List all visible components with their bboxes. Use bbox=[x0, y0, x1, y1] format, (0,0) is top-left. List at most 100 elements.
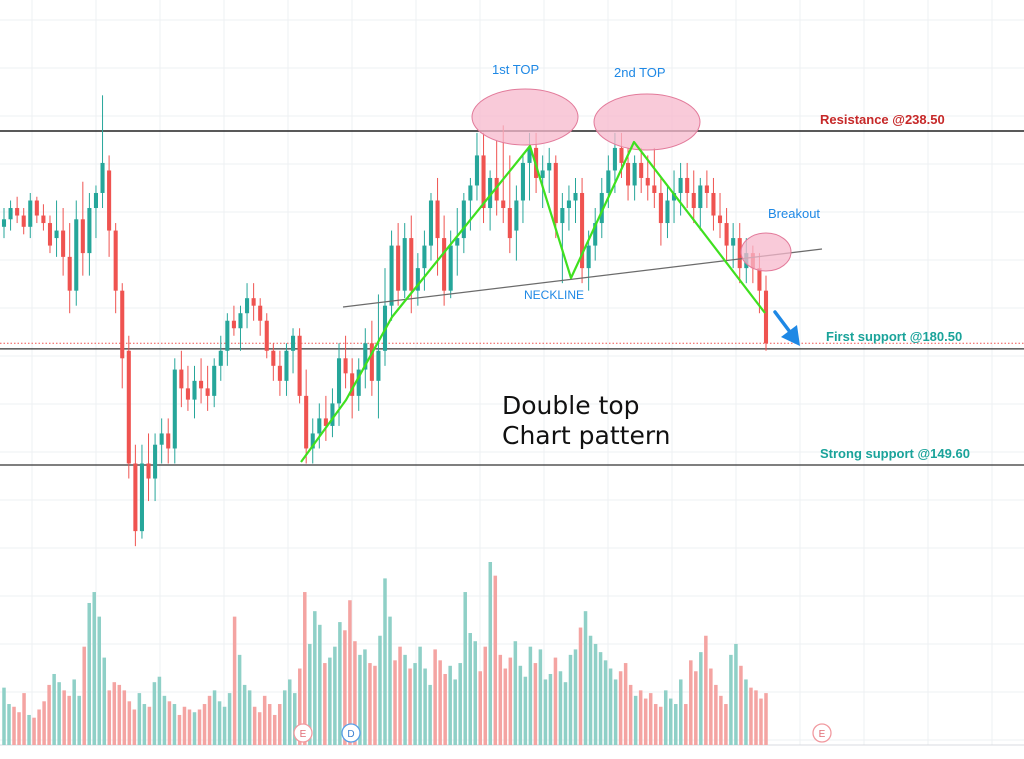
volume-bar bbox=[453, 679, 457, 745]
volume-bar bbox=[97, 616, 102, 745]
event-marker-text: E bbox=[819, 729, 826, 740]
candle bbox=[159, 418, 164, 464]
volume-bar bbox=[433, 649, 437, 745]
pattern-zigzag bbox=[300, 140, 766, 463]
candle bbox=[448, 230, 453, 299]
volume-bar bbox=[638, 690, 643, 745]
candle bbox=[494, 140, 499, 216]
candle bbox=[474, 132, 480, 201]
volume-bar bbox=[82, 646, 86, 745]
resistance-label: Resistance @238.50 bbox=[820, 112, 945, 127]
candle bbox=[422, 230, 427, 291]
volume-bar bbox=[142, 704, 147, 745]
volume-bar bbox=[553, 657, 558, 745]
volume-bar bbox=[749, 687, 753, 745]
candle bbox=[87, 192, 92, 276]
candle bbox=[21, 208, 26, 235]
volume-bar bbox=[523, 676, 528, 745]
volume-bar bbox=[689, 660, 693, 745]
volume-bar bbox=[67, 695, 71, 745]
candle bbox=[343, 335, 348, 389]
volume-bar bbox=[473, 641, 477, 745]
volume-bar bbox=[413, 663, 417, 745]
volume-bar bbox=[102, 657, 107, 745]
volume-bar bbox=[348, 600, 352, 745]
volume-bar bbox=[468, 633, 472, 745]
volume-bar bbox=[257, 712, 262, 745]
candle-body bbox=[763, 290, 769, 344]
candle bbox=[271, 343, 276, 381]
candle bbox=[146, 433, 151, 502]
volume-bar bbox=[633, 695, 638, 745]
volume-bar bbox=[388, 616, 392, 745]
volume-bar bbox=[518, 665, 523, 745]
candlesticks bbox=[1, 95, 769, 547]
event-marker-dividend[interactable]: D bbox=[341, 723, 361, 743]
candle bbox=[455, 208, 460, 276]
candle bbox=[632, 155, 637, 201]
candle bbox=[120, 283, 125, 389]
candle bbox=[284, 343, 289, 396]
candle bbox=[153, 433, 158, 502]
candle bbox=[520, 155, 525, 224]
volume-bar bbox=[699, 652, 703, 745]
candle bbox=[1, 208, 7, 239]
volume-bar bbox=[197, 709, 202, 745]
candle bbox=[409, 215, 414, 314]
candle-body bbox=[547, 162, 552, 171]
candle bbox=[717, 192, 723, 239]
volume-bar bbox=[12, 706, 16, 745]
candle bbox=[573, 177, 578, 224]
candle-body bbox=[47, 223, 53, 246]
candle bbox=[290, 328, 296, 374]
volume-bar bbox=[308, 643, 312, 745]
event-marker-earnings-1[interactable]: E bbox=[293, 723, 313, 743]
volume-bar bbox=[558, 671, 563, 745]
candle bbox=[698, 177, 703, 231]
volume-bar bbox=[147, 706, 152, 745]
event-marker-earnings-2[interactable]: E bbox=[812, 723, 832, 743]
volume-bar bbox=[653, 704, 658, 745]
candle bbox=[139, 444, 144, 539]
candle-body bbox=[317, 418, 322, 434]
volume-bar bbox=[27, 714, 31, 745]
volume-bar bbox=[448, 665, 452, 745]
volume-bars bbox=[2, 562, 768, 745]
candle-body bbox=[284, 350, 289, 381]
volume-bar bbox=[498, 654, 503, 745]
candle-body bbox=[133, 463, 138, 532]
volume-bar bbox=[418, 646, 422, 745]
volume-bar bbox=[423, 668, 427, 745]
candle bbox=[376, 294, 381, 419]
volume-bar bbox=[328, 657, 332, 745]
candle bbox=[599, 177, 604, 239]
candle bbox=[231, 305, 236, 336]
candle bbox=[704, 170, 709, 209]
candle bbox=[488, 170, 493, 231]
candle-body bbox=[501, 200, 506, 209]
candle bbox=[218, 335, 223, 381]
candle bbox=[225, 313, 230, 366]
volume-bar bbox=[298, 668, 302, 745]
candle bbox=[15, 196, 20, 224]
candle-body bbox=[593, 223, 598, 246]
volume-bar bbox=[52, 673, 56, 745]
candle bbox=[166, 418, 171, 464]
candle-body bbox=[166, 433, 171, 449]
candle bbox=[691, 170, 696, 224]
candle-body bbox=[179, 369, 184, 389]
candle-body bbox=[277, 365, 282, 381]
candle-body bbox=[422, 245, 427, 269]
candle bbox=[724, 208, 729, 261]
candle-body bbox=[363, 343, 368, 370]
volume-bar bbox=[663, 690, 668, 745]
candle-body bbox=[192, 380, 197, 400]
volume-bar bbox=[32, 717, 36, 745]
candle-body bbox=[435, 200, 440, 239]
volume-bar bbox=[543, 679, 548, 745]
volume-bar bbox=[533, 663, 538, 745]
event-marker-text: E bbox=[300, 729, 307, 740]
volume-bar bbox=[157, 676, 162, 745]
candle-body bbox=[737, 238, 742, 269]
